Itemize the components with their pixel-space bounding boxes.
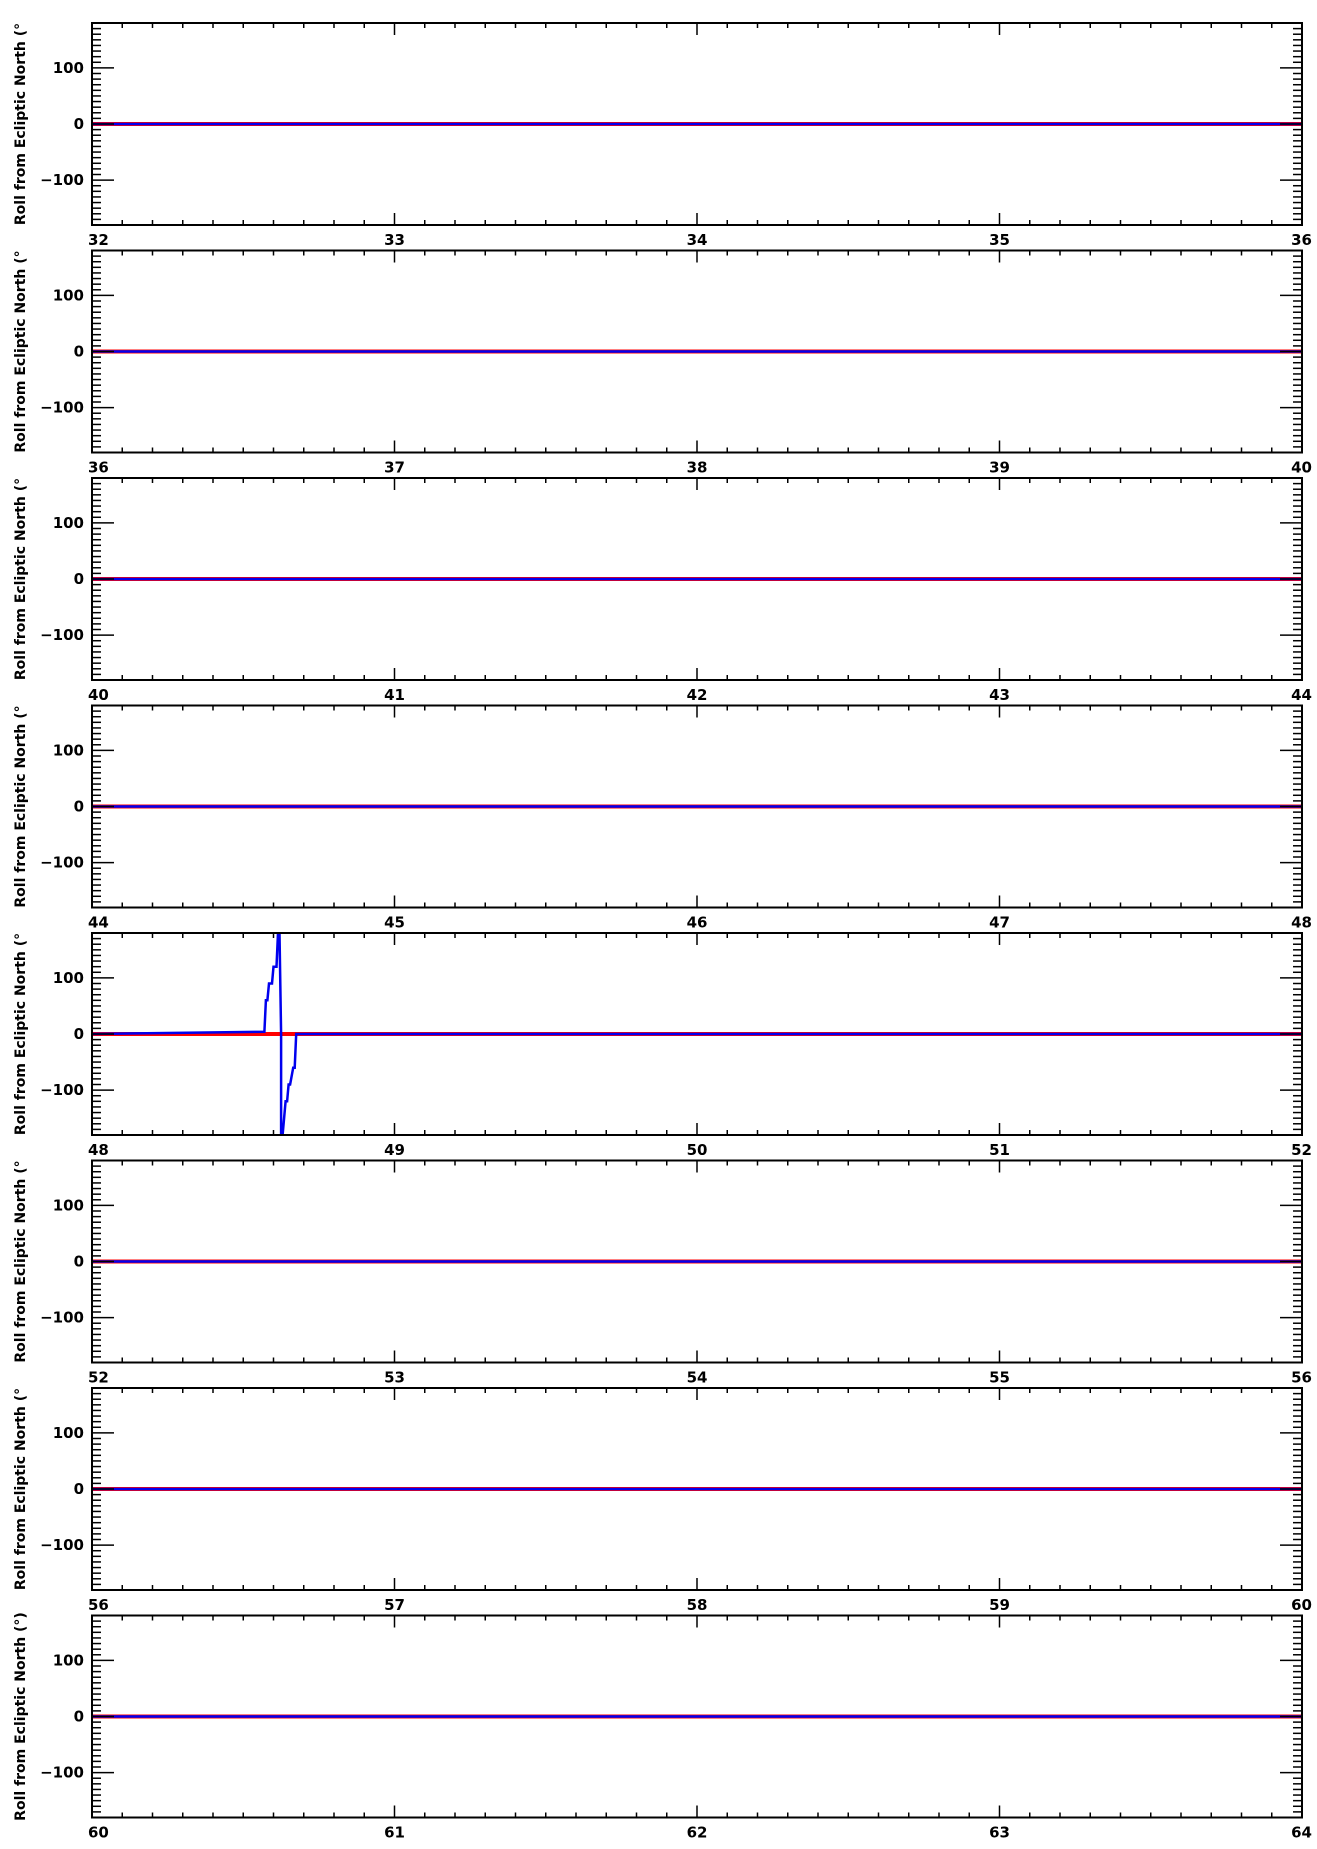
x-tick-label: 34 — [687, 231, 708, 249]
y-tick-label: −100 — [40, 1309, 84, 1327]
x-tick-label: 52 — [1291, 1141, 1312, 1159]
y-tick-label: 100 — [53, 1424, 84, 1442]
y-axis-label: Roll from Ecliptic North (°) — [13, 1612, 29, 1821]
blue-series-line — [92, 933, 1302, 1135]
y-tick-label: −100 — [40, 171, 84, 189]
y-tick-label: 100 — [53, 1196, 84, 1214]
x-tick-label: 32 — [88, 231, 109, 249]
y-axis-label: Roll from Ecliptic North (° — [13, 23, 29, 225]
panel-6: 100 0 −100 52 53 54 55 56 Roll from Ecliptic Nor… — [13, 1159, 1312, 1387]
x-tick-label: 38 — [687, 459, 708, 477]
x-tick-label: 43 — [989, 686, 1010, 704]
x-tick-label: 42 — [687, 686, 708, 704]
x-tick-label: 41 — [384, 686, 405, 704]
y-tick-label: 0 — [74, 1480, 84, 1498]
y-axis-label: Roll from Ecliptic North (° — [13, 705, 29, 907]
x-tick-label: 40 — [88, 686, 109, 704]
x-tick-label: 47 — [989, 914, 1010, 932]
x-tick-label: 60 — [1291, 1596, 1312, 1614]
x-tick-label: 35 — [989, 231, 1010, 249]
y-tick-label: 0 — [74, 343, 84, 361]
y-tick-label: 0 — [74, 570, 84, 588]
y-tick-label: 100 — [53, 514, 84, 532]
x-tick-label: 44 — [88, 914, 109, 932]
x-tick-label: 46 — [687, 914, 708, 932]
y-tick-label: −100 — [40, 399, 84, 417]
x-tick-label: 60 — [88, 1824, 109, 1842]
panel-2: 100 0 −100 36 37 38 39 40 Roll from Ecliptic Nor… — [13, 249, 1312, 477]
x-tick-label: 36 — [88, 459, 109, 477]
x-tick-label: 55 — [989, 1369, 1010, 1387]
x-tick-label: 56 — [1291, 1369, 1312, 1387]
x-tick-label: 62 — [687, 1824, 708, 1842]
x-tick-label: 56 — [88, 1596, 109, 1614]
x-tick-label: 39 — [989, 459, 1010, 477]
y-tick-label: −100 — [40, 1081, 84, 1099]
y-tick-label: 0 — [74, 1025, 84, 1043]
x-tick-label: 63 — [989, 1824, 1010, 1842]
y-tick-label: 100 — [53, 286, 84, 304]
y-tick-label: 100 — [53, 969, 84, 987]
x-tick-label: 52 — [88, 1369, 109, 1387]
x-tick-label: 45 — [384, 914, 405, 932]
y-tick-label: 0 — [74, 1253, 84, 1271]
x-tick-label: 37 — [384, 459, 405, 477]
x-tick-label: 57 — [384, 1596, 405, 1614]
y-axis-label: Roll from Ecliptic North (° — [13, 1388, 29, 1590]
y-tick-label: −100 — [40, 626, 84, 644]
panel-5: 100 0 −100 48 49 50 51 52 Roll from Ecliptic Nor… — [13, 932, 1312, 1159]
x-tick-label: 54 — [687, 1369, 708, 1387]
x-tick-label: 40 — [1291, 459, 1312, 477]
y-tick-label: 100 — [53, 741, 84, 759]
x-tick-label: 36 — [1291, 231, 1312, 249]
x-tick-label: 48 — [1291, 914, 1312, 932]
y-axis-label: Roll from Ecliptic North (° — [13, 478, 29, 680]
y-tick-label: −100 — [40, 854, 84, 872]
y-axis-label: Roll from Ecliptic North (° — [13, 250, 29, 452]
y-tick-label: 0 — [74, 798, 84, 816]
panel-7: 100 0 −100 56 57 58 59 60 Roll from Ecliptic Nor… — [13, 1387, 1312, 1614]
panel-1: 100 0 −100 32 33 34 35 36 Roll from Ecliptic Nor… — [13, 22, 1312, 249]
x-tick-label: 61 — [384, 1824, 405, 1842]
panel-3: 100 0 −100 40 41 42 43 44 Roll from Ecliptic Nor… — [13, 477, 1312, 704]
panel-4: 100 0 −100 44 45 46 47 48 Roll from Ecliptic Nor… — [13, 704, 1312, 932]
y-tick-label: −100 — [40, 1764, 84, 1782]
y-axis-label: Roll from Ecliptic North (° — [13, 933, 29, 1135]
x-tick-label: 64 — [1291, 1824, 1312, 1842]
y-tick-label: 0 — [74, 1708, 84, 1726]
x-tick-label: 48 — [88, 1141, 109, 1159]
y-tick-label: 100 — [53, 59, 84, 77]
x-tick-label: 50 — [687, 1141, 708, 1159]
x-tick-label: 53 — [384, 1369, 405, 1387]
x-tick-label: 33 — [384, 231, 405, 249]
x-tick-label: 59 — [989, 1596, 1010, 1614]
x-tick-label: 49 — [384, 1141, 405, 1159]
panel-8: 100 0 −100 60 61 62 63 64 Roll from Ecliptic Nor… — [13, 1612, 1312, 1841]
y-axis-label: Roll from Ecliptic North (° — [13, 1160, 29, 1362]
x-tick-label: 51 — [989, 1141, 1010, 1159]
y-tick-label: −100 — [40, 1536, 84, 1554]
x-tick-label: 58 — [687, 1596, 708, 1614]
y-tick-label: 0 — [74, 115, 84, 133]
y-tick-label: 100 — [53, 1651, 84, 1669]
x-tick-label: 44 — [1291, 686, 1312, 704]
